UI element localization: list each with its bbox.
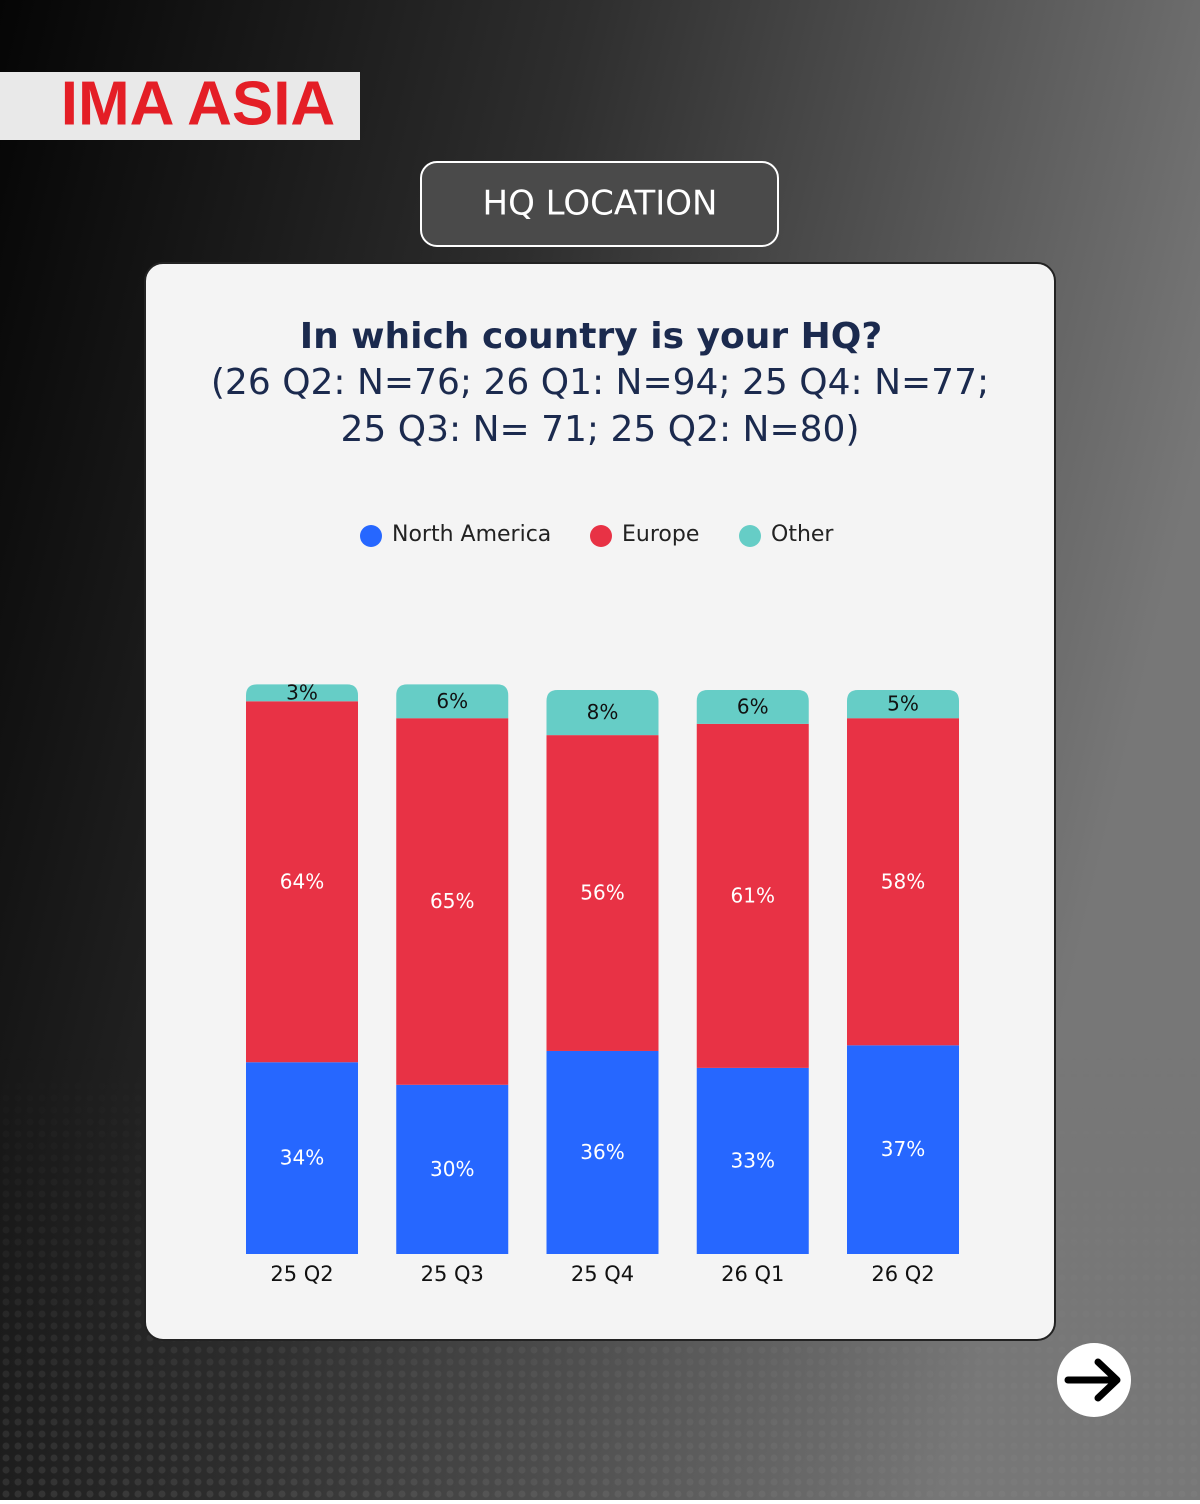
bar-segment bbox=[246, 701, 358, 1063]
data-label: 65% bbox=[430, 889, 474, 913]
data-label: 64% bbox=[280, 869, 324, 893]
bar-segment bbox=[546, 690, 659, 736]
x-tick-label: 26 Q1 bbox=[721, 1262, 784, 1286]
bar-segment bbox=[847, 1045, 959, 1254]
data-label: 37% bbox=[881, 1137, 925, 1161]
x-tick-label: 26 Q2 bbox=[871, 1262, 934, 1286]
badge-box bbox=[420, 161, 779, 247]
bar-segment bbox=[696, 1067, 809, 1254]
data-label: 34% bbox=[280, 1146, 324, 1170]
chart-subtitle: 25 Q3: N= 71; 25 Q2: N=80) bbox=[341, 409, 860, 450]
data-label: 36% bbox=[580, 1140, 624, 1164]
bar-segment bbox=[847, 718, 959, 1046]
data-label: 6% bbox=[436, 689, 468, 713]
bar-segment bbox=[696, 690, 809, 724]
data-label: 56% bbox=[580, 881, 624, 905]
bar-segment bbox=[396, 684, 509, 719]
legend-label: Other bbox=[771, 522, 834, 547]
data-label: 33% bbox=[731, 1148, 775, 1172]
legend-label: North America bbox=[392, 522, 551, 547]
legend-swatch bbox=[360, 525, 382, 547]
next-arrow[interactable] bbox=[1064, 1358, 1121, 1402]
x-tick-label: 25 Q4 bbox=[571, 1262, 634, 1286]
logo-box bbox=[0, 72, 360, 140]
data-label: 61% bbox=[731, 883, 775, 907]
bar-segment bbox=[847, 690, 959, 719]
badge: HQ LOCATION bbox=[483, 184, 718, 224]
chart-subtitle: (26 Q2: N=76; 26 Q1: N=94; 25 Q4: N=77; bbox=[211, 362, 989, 403]
bar-segment bbox=[396, 718, 509, 1085]
data-label: 3% bbox=[286, 680, 318, 704]
logo: IMA ASIA bbox=[61, 69, 335, 138]
data-label: 5% bbox=[887, 692, 919, 716]
bar-segment bbox=[546, 735, 659, 1051]
legend-swatch bbox=[739, 525, 761, 547]
bar-segment bbox=[546, 1050, 659, 1254]
x-tick-label: 25 Q3 bbox=[421, 1262, 484, 1286]
legend-swatch bbox=[590, 525, 612, 547]
chart-title: In which country is your HQ? bbox=[300, 316, 883, 357]
bar-segment bbox=[246, 1062, 358, 1254]
next-button[interactable] bbox=[1057, 1343, 1131, 1417]
bar-segment bbox=[696, 723, 809, 1068]
data-label: 8% bbox=[587, 700, 619, 724]
legend-label: Europe bbox=[622, 522, 699, 547]
bar-segment bbox=[246, 684, 358, 702]
data-label: 30% bbox=[430, 1157, 474, 1181]
x-tick-label: 25 Q2 bbox=[270, 1262, 333, 1286]
data-label: 58% bbox=[881, 869, 925, 893]
bar-segment bbox=[396, 1084, 509, 1254]
data-label: 6% bbox=[737, 694, 769, 718]
